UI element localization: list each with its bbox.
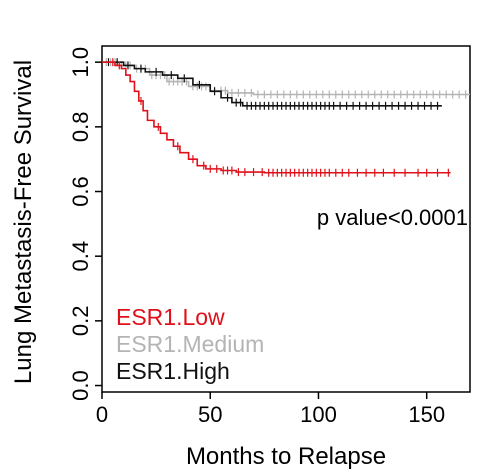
- x-tick-label: 100: [300, 402, 337, 427]
- y-axis: 0.0 0.2 0.4 0.6 0.8 1.0: [68, 47, 102, 401]
- y-tick-label: 0.2: [68, 306, 93, 337]
- legend-entry-high: ESR1.High: [116, 358, 230, 384]
- plot-border: [101, 45, 471, 393]
- series-esr1-low: [102, 58, 451, 177]
- legend-entry-low: ESR1.Low: [116, 304, 225, 330]
- series-layer: [102, 58, 470, 177]
- plot-frame: [101, 45, 471, 393]
- y-tick-label: 0.4: [68, 241, 93, 272]
- y-tick-label: 1.0: [68, 47, 93, 78]
- legend-entry-medium: ESR1.Medium: [116, 331, 264, 357]
- x-tick-label: 150: [408, 402, 445, 427]
- x-tick-label: 0: [96, 402, 108, 427]
- y-tick-label: 0.8: [68, 112, 93, 143]
- x-axis-label: Months to Relapse: [186, 443, 386, 470]
- x-tick-label: 50: [198, 402, 222, 427]
- p-value-annotation: p value<0.0001: [317, 205, 468, 230]
- y-axis-label: Lung Metastasis-Free Survival: [10, 60, 37, 384]
- y-tick-label: 0.0: [68, 370, 93, 401]
- survival-curve: [102, 61, 451, 174]
- survival-curve: [102, 61, 470, 96]
- x-axis: 0 50 100 150: [96, 392, 445, 427]
- survival-curve: [102, 61, 442, 107]
- y-tick-label: 0.6: [68, 176, 93, 207]
- series-esr1-high: [102, 58, 442, 110]
- legend: ESR1.Low ESR1.Medium ESR1.High: [116, 304, 264, 384]
- series-esr1-medium: [102, 58, 470, 99]
